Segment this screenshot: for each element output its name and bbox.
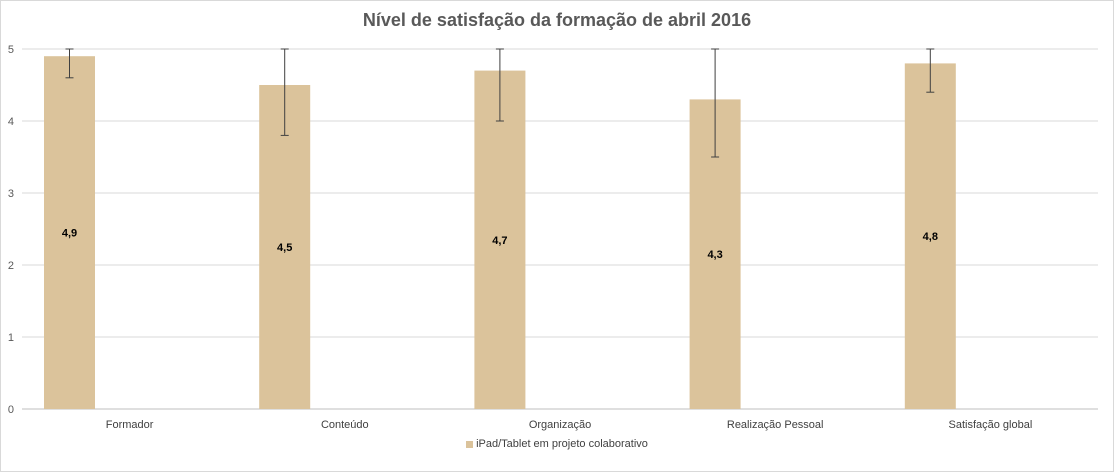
x-tick-label: Formador: [106, 419, 154, 431]
legend-label: iPad/Tablet em projeto colaborativo: [476, 438, 648, 451]
legend: iPad/Tablet em projeto colaborativo: [0, 438, 1114, 450]
data-label: 4,8: [923, 231, 938, 243]
bar: [474, 70, 526, 409]
y-tick-label: 5: [8, 44, 14, 56]
chart-title: Nível de satisfação da formação de abril…: [362, 10, 752, 30]
data-label: 4,3: [707, 249, 722, 261]
x-tick-label: Conteúdo: [321, 419, 369, 431]
y-tick-label: 1: [8, 332, 14, 344]
y-tick-label: 2: [8, 260, 14, 272]
data-label: 4,5: [277, 242, 292, 254]
y-tick-label: 3: [8, 188, 14, 200]
x-tick-label: Organização: [529, 419, 591, 431]
x-tick-label: Realização Pessoal: [727, 419, 824, 431]
legend-swatch: [466, 440, 474, 448]
data-label: 4,7: [492, 235, 507, 247]
bar: [904, 63, 956, 410]
x-tick-label: Satisfação global: [949, 419, 1033, 431]
data-label: 4,9: [62, 228, 77, 240]
y-tick-label: 0: [8, 404, 14, 416]
y-tick-label: 4: [8, 116, 14, 128]
bar: [259, 85, 311, 409]
bar: [44, 56, 95, 409]
